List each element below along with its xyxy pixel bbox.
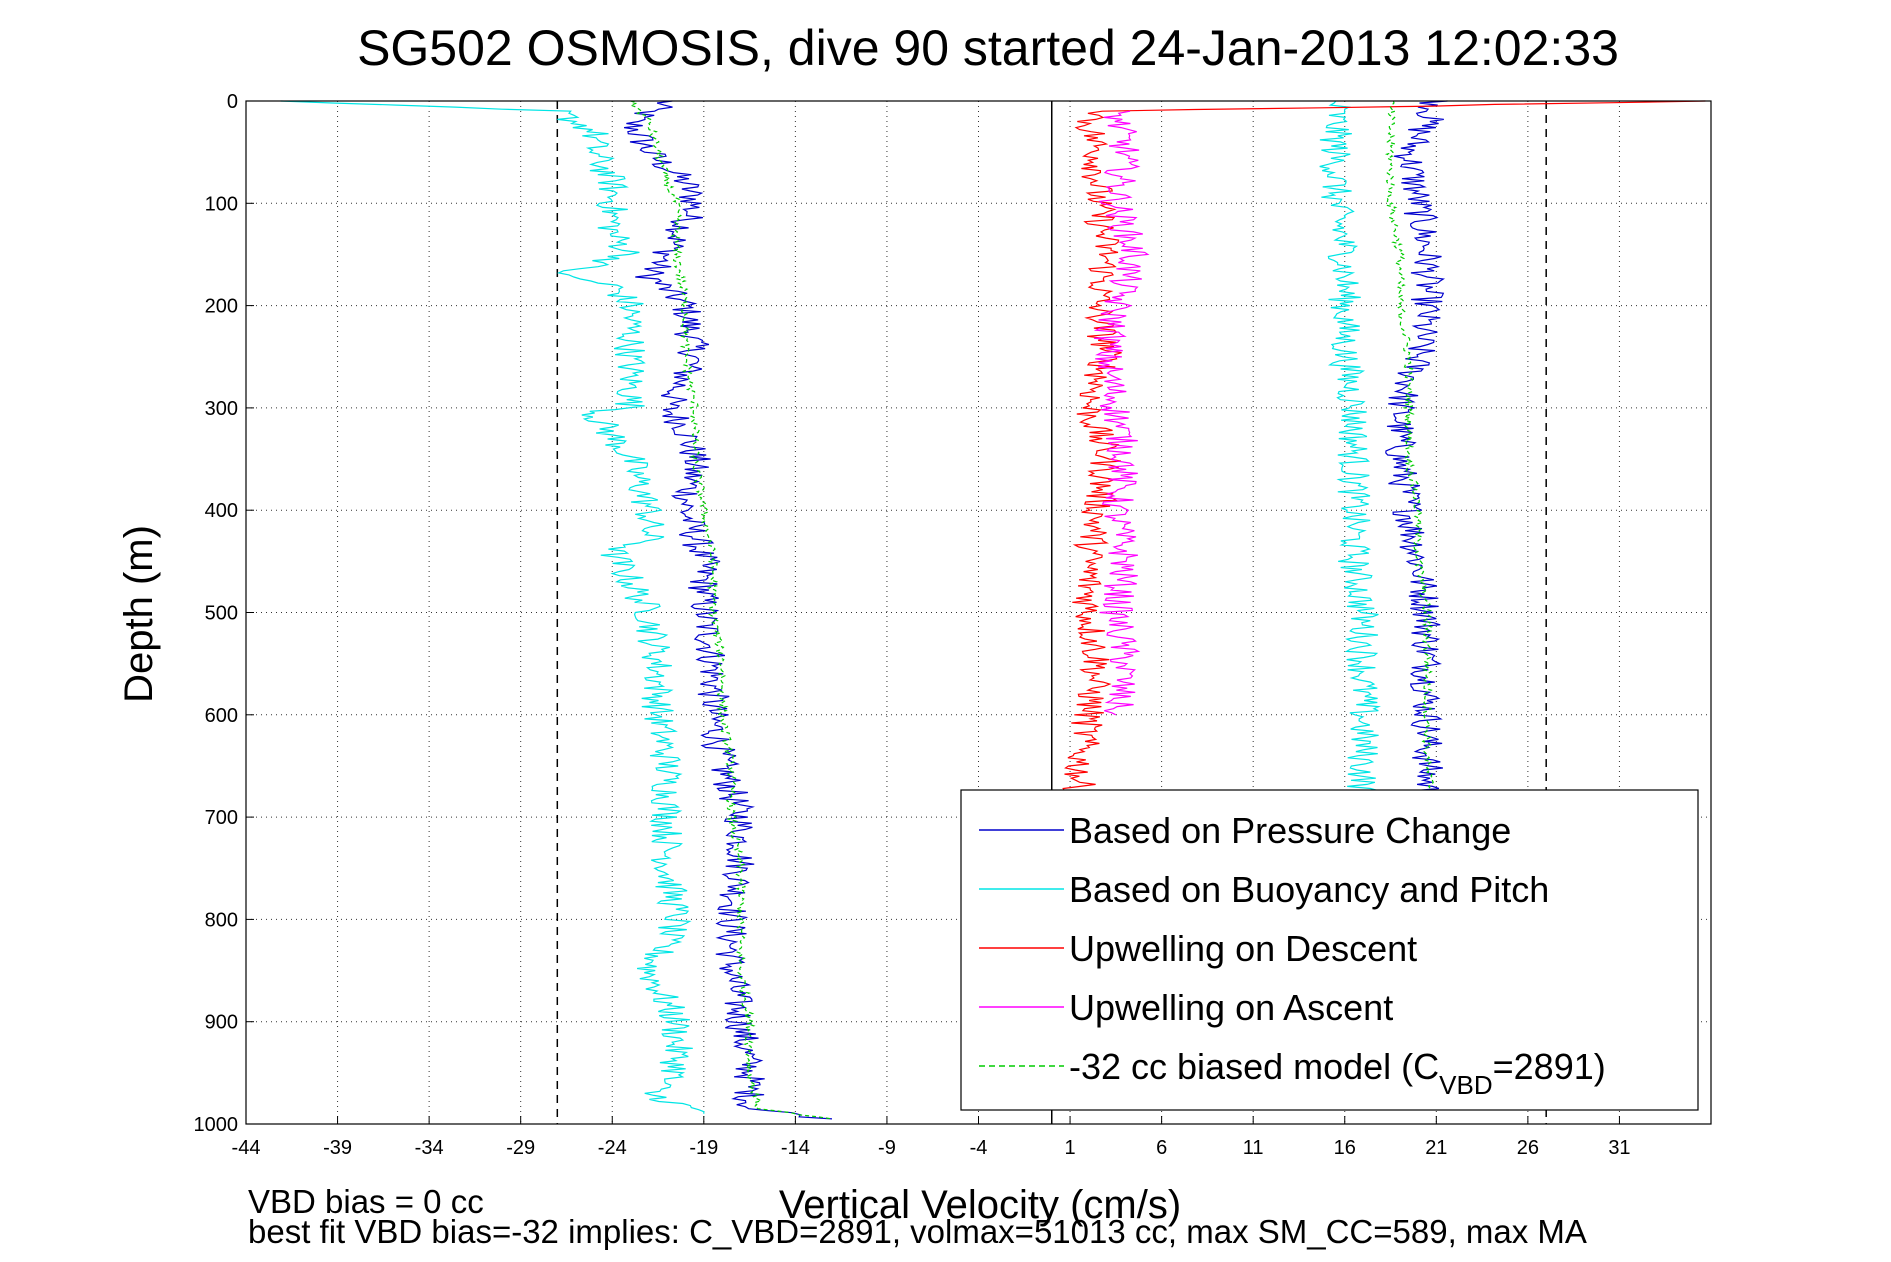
- y-tick-label: 600: [205, 705, 238, 727]
- x-tick-label: -34: [415, 1137, 444, 1159]
- x-tick-label: 21: [1425, 1137, 1447, 1159]
- x-tick-label: -24: [598, 1137, 627, 1159]
- y-tick-label: 1000: [194, 1114, 239, 1136]
- series-line: [1319, 100, 1381, 818]
- y-tick-label: 900: [205, 1012, 238, 1034]
- series-line: [1385, 100, 1448, 920]
- x-tick-label: -14: [781, 1137, 810, 1159]
- y-tick-label: 200: [205, 296, 238, 318]
- x-tick-label: 31: [1608, 1137, 1630, 1159]
- y-tick-label: 100: [205, 193, 238, 215]
- legend-label: Based on Pressure Change: [1069, 810, 1511, 851]
- y-tick-label: 300: [205, 398, 238, 420]
- y-tick-label: 0: [227, 91, 238, 113]
- series-line: [1093, 110, 1150, 716]
- x-tick-label: 16: [1334, 1137, 1356, 1159]
- series-line: [624, 100, 833, 1120]
- x-tick-label: -19: [689, 1137, 718, 1159]
- x-tick-label: 6: [1156, 1137, 1167, 1159]
- y-tick-label: 800: [205, 909, 238, 931]
- legend-label: Upwelling on Ascent: [1069, 987, 1393, 1028]
- y-tick-label: 400: [205, 500, 238, 522]
- legend-label: Upwelling on Descent: [1069, 928, 1417, 969]
- best-fit-note: best fit VBD bias=-32 implies: C_VBD=289…: [248, 1213, 1587, 1250]
- x-tick-label: 1: [1065, 1137, 1076, 1159]
- legend: Based on Pressure Change Based on Buoyanc…: [960, 789, 1699, 1111]
- x-tick-label: -39: [323, 1137, 352, 1159]
- x-tick-label: 26: [1517, 1137, 1539, 1159]
- legend-label: Based on Buoyancy and Pitch: [1069, 869, 1549, 910]
- vbd-bias-note: VBD bias = 0 cc: [248, 1183, 484, 1220]
- x-tick-label: -9: [878, 1137, 896, 1159]
- series-line: [1062, 100, 1706, 818]
- y-tick-label: 500: [205, 603, 238, 625]
- chart-title: SG502 OSMOSIS, dive 90 started 24-Jan-20…: [357, 20, 1619, 76]
- x-tick-label: -4: [970, 1137, 988, 1159]
- y-axis-label: Depth (m): [117, 525, 161, 703]
- series-line: [280, 100, 705, 1114]
- x-tick-label: -44: [232, 1137, 261, 1159]
- data-series: [280, 100, 1706, 1120]
- x-axis-label: Vertical Velocity (cm/s): [779, 1183, 1181, 1227]
- x-tick-label: 11: [1243, 1137, 1264, 1159]
- x-tick-labels: -44 -39 -34 -29 -24 -19 -14 -9 -4 1 6 11 16 21 26 31: [232, 1116, 1631, 1159]
- x-tick-label: -29: [506, 1137, 535, 1159]
- y-tick-label: 700: [205, 807, 238, 829]
- legend-label: -32 cc biased model (CVBD=2891): [1069, 1046, 1606, 1100]
- legend-box: [960, 789, 1699, 1111]
- series-line: [1384, 100, 1440, 818]
- y-tick-labels: 0 100 200 300 400 500 600 700 800 900 1000: [194, 91, 254, 1136]
- series-line: [628, 100, 833, 1120]
